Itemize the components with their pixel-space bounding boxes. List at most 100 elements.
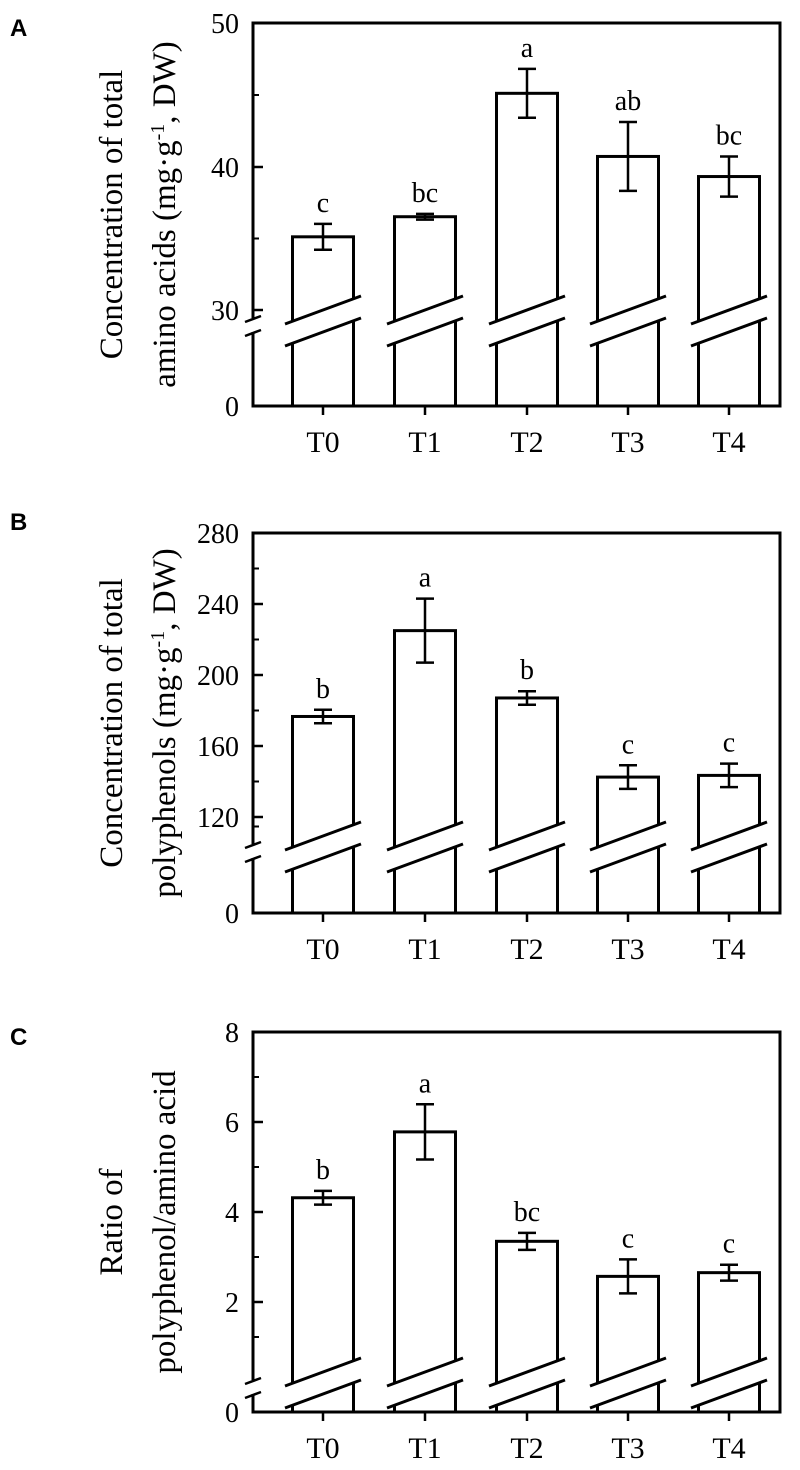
bar-break-band [691, 296, 767, 346]
bar-break-line [589, 1378, 667, 1410]
bar-break-line [488, 1378, 566, 1410]
panel-letter: C [10, 1024, 27, 1051]
axis-break-mark [244, 1390, 262, 1400]
y-tick-label: 2 [225, 1288, 239, 1319]
bar-break-line [690, 820, 768, 852]
bar-break-line [386, 820, 464, 852]
y-tick-label: 0 [225, 899, 239, 930]
x-tick-label: T1 [408, 933, 441, 966]
x-tick-label: T4 [712, 1432, 745, 1465]
y-tick-label: 6 [225, 1108, 239, 1139]
axis-break-mark [244, 840, 262, 850]
bar-break-line [284, 1378, 362, 1410]
significance-label: c [622, 1223, 634, 1254]
bar-break-line [488, 294, 566, 326]
bar-break-line [488, 842, 566, 874]
x-tick-label: T4 [712, 933, 745, 966]
y-tick-label: 30 [211, 296, 239, 327]
significance-label: ab [615, 86, 641, 117]
significance-label: c [317, 188, 329, 219]
y-tick-label: 120 [197, 803, 239, 834]
bar-break-line [589, 1356, 667, 1388]
bar-break-band [691, 1358, 767, 1408]
y-axis-label-line2: amino acids (mg·g-1, DW) [147, 41, 183, 388]
x-tick-label: T2 [510, 1432, 543, 1465]
significance-label: bc [716, 120, 742, 151]
bar-break-line [589, 294, 667, 326]
significance-label: b [316, 674, 330, 705]
bar-break-band [489, 1358, 565, 1408]
bar-break-line [690, 1356, 768, 1388]
bar-break-line [386, 294, 464, 326]
y-tick-label: 4 [225, 1198, 239, 1229]
x-tick-label: T0 [306, 1432, 339, 1465]
bar-break-band [387, 1358, 463, 1408]
y-axis-label-line2: polyphenols (mg·g-1, DW) [147, 548, 183, 897]
bar-break-band [489, 822, 565, 872]
bar-break-line [284, 820, 362, 852]
x-tick-label: T1 [408, 1432, 441, 1465]
bar-break-line [589, 820, 667, 852]
x-tick-label: T2 [510, 933, 543, 966]
y-tick-label: 40 [211, 153, 239, 184]
bar-break-line [488, 316, 566, 348]
y-label-unit: , DW) [147, 548, 183, 630]
y-tick-label: 240 [197, 590, 239, 621]
y-axis-label-line2: polyphenol/amino acid [147, 1070, 183, 1374]
significance-label: a [521, 33, 534, 64]
axis-break-mark [244, 854, 262, 864]
significance-label: b [316, 1155, 330, 1186]
bar-break-band [285, 822, 361, 872]
bar-break-band [387, 822, 463, 872]
bar-break-line [690, 316, 768, 348]
bar-t2 [495, 696, 559, 915]
bar-break-line [386, 1356, 464, 1388]
y-axis-label-line1: Concentration of total [94, 578, 130, 868]
x-tick-label: T4 [712, 426, 745, 459]
axis-break-mark [244, 328, 262, 338]
x-tick-label: T2 [510, 426, 543, 459]
y-label-superscript: -1 [147, 631, 169, 648]
y-tick-label: 0 [225, 1398, 239, 1429]
y-tick-label: 0 [225, 392, 239, 423]
bar-break-line [386, 1378, 464, 1410]
bar-t4 [697, 175, 761, 408]
bar-break-band [489, 296, 565, 346]
panel-letter: A [10, 15, 27, 42]
bar-break-band [590, 296, 666, 346]
axis-break-mark [244, 314, 262, 324]
bar-break-band [691, 822, 767, 872]
y-label-main: amino acids (mg·g [147, 140, 183, 387]
bar-break-line [284, 1356, 362, 1388]
x-tick-label: T1 [408, 426, 441, 459]
y-label-unit: , DW) [147, 41, 183, 123]
y-label-main: polyphenol/amino acid [147, 1070, 183, 1374]
significance-label: c [622, 729, 634, 760]
bar-t2 [495, 91, 559, 408]
axis-break-mark [244, 1376, 262, 1386]
y-tick-label: 280 [197, 519, 239, 550]
significance-label: c [723, 1229, 735, 1260]
significance-label: bc [514, 1197, 540, 1228]
x-tick-label: T0 [306, 426, 339, 459]
y-axis-label-line1: Ratio of [94, 1168, 130, 1275]
bar-break-line [488, 820, 566, 852]
bar-break-band [387, 296, 463, 346]
significance-label: bc [412, 178, 438, 209]
x-tick-label: T0 [306, 933, 339, 966]
bar-break-line [284, 294, 362, 326]
y-tick-label: 200 [197, 661, 239, 692]
panel-a: A 50 40 30 0 c T0 bc T1 a T2 ab T3 bc T4 Concentration … [10, 9, 782, 459]
bar-break-line [488, 1356, 566, 1388]
bar-break-line [284, 316, 362, 348]
y-label-superscript: -1 [147, 124, 169, 141]
bar-break-line [284, 842, 362, 874]
y-tick-label: 160 [197, 732, 239, 763]
bar-break-band [590, 1358, 666, 1408]
y-tick-label: 8 [225, 1018, 239, 1049]
bar-break-band [590, 822, 666, 872]
significance-label: c [723, 728, 735, 759]
bar-break-line [690, 1378, 768, 1410]
y-label-main: polyphenols (mg·g [147, 647, 183, 897]
